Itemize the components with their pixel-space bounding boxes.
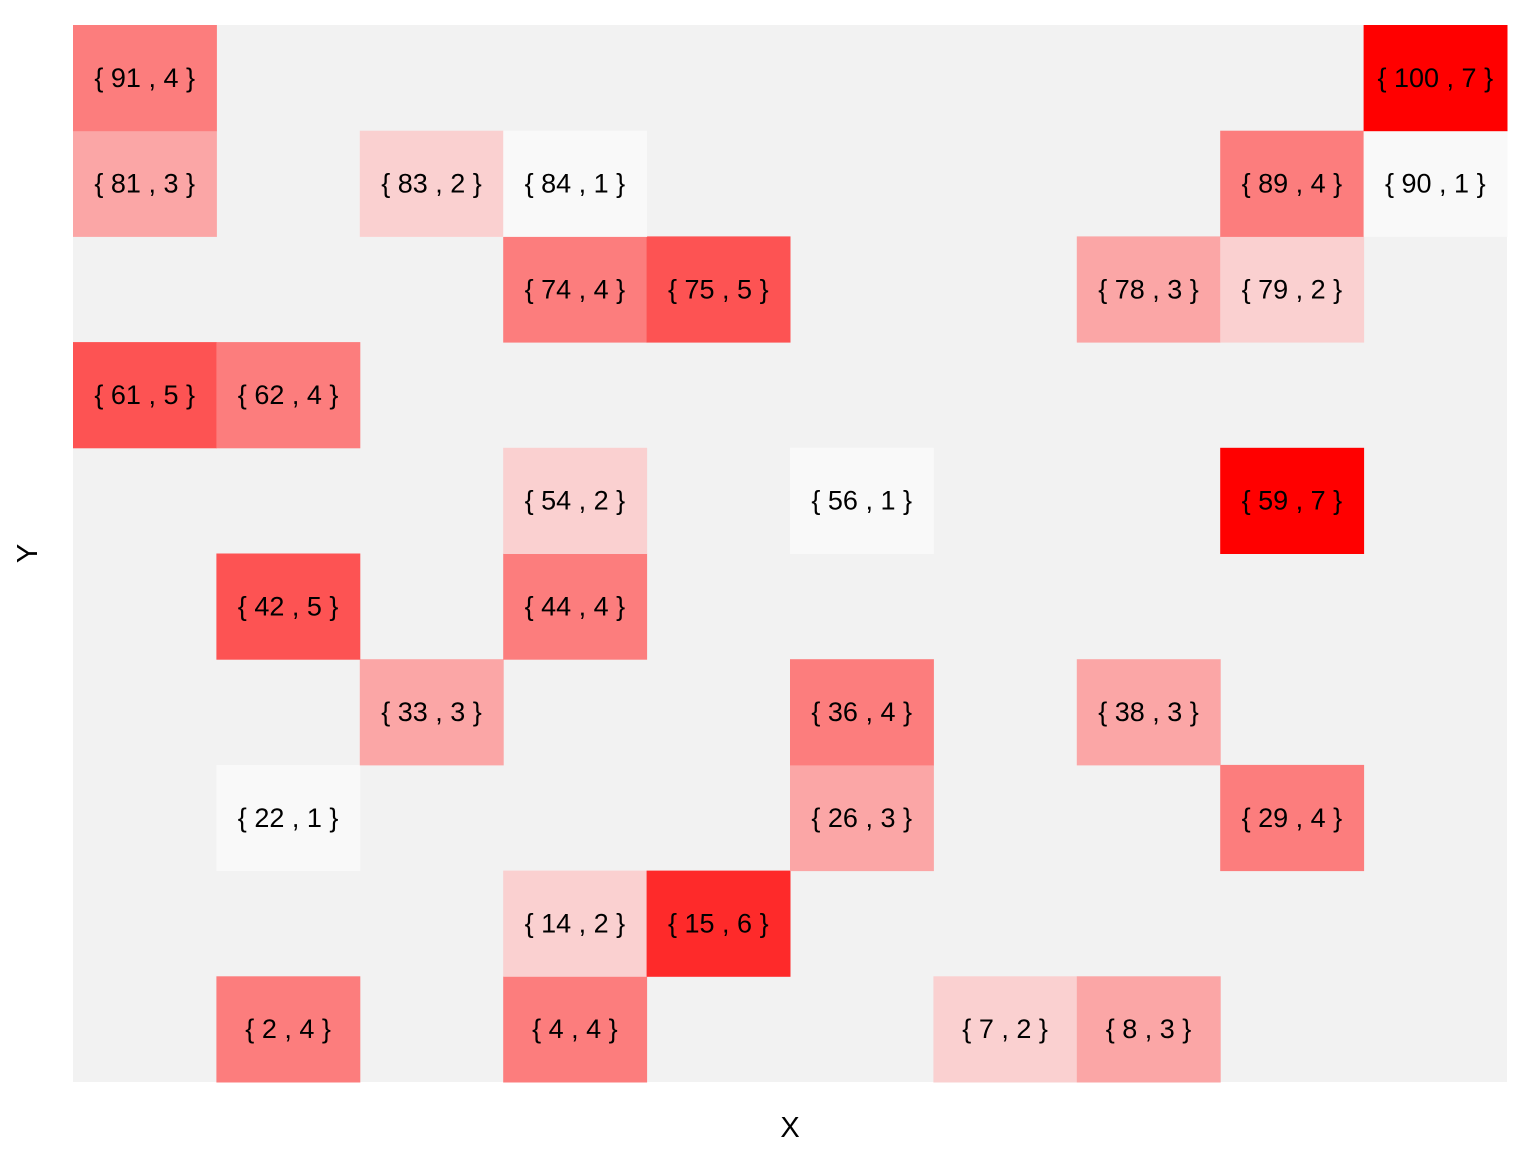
heatmap-cell-2 (216, 976, 361, 1083)
heatmap-cell-91 (73, 25, 217, 132)
heatmap-cell-26 (790, 764, 934, 872)
heatmap-cell-label-59: { 59 , 7 } (1242, 486, 1343, 516)
heatmap-cell-label-33: { 33 , 3 } (381, 697, 482, 727)
heatmap-cell-label-15: { 15 , 6 } (668, 908, 769, 938)
heatmap-cell-label-22: { 22 , 1 } (238, 803, 339, 833)
heatmap-cell-label-81: { 81 , 3 } (94, 169, 195, 199)
heatmap-cell-8 (1076, 976, 1221, 1083)
heatmap-cell-74 (503, 236, 648, 343)
heatmap-cell-label-54: { 54 , 2 } (525, 486, 626, 516)
heatmap-cell-labels: { 2 , 4 } { 4 , 4 } { 7 , 2 } { 8 , 3 } { 14… (94, 63, 1493, 1044)
heatmap-cell-label-78: { 78 , 3 } (1098, 274, 1199, 304)
heatmap-cell-54 (503, 447, 648, 554)
heatmap-cell-label-74: { 74 , 4 } (525, 274, 626, 304)
heatmap-cell-83 (359, 130, 504, 237)
heatmap-cells (73, 25, 1508, 1083)
heatmap-cell-label-44: { 44 , 4 } (525, 591, 626, 621)
heatmap-cell-38 (1076, 659, 1221, 766)
heatmap-cell-label-4: { 4 , 4 } (532, 1014, 618, 1044)
heatmap-cell-15 (646, 870, 791, 977)
y-axis-title: Y (12, 544, 44, 563)
heatmap-cell-label-90: { 90 , 1 } (1385, 169, 1486, 199)
heatmap-cell-36 (790, 659, 934, 766)
heatmap-cell-label-42: { 42 , 5 } (238, 591, 339, 621)
heatmap-cell-89 (1220, 130, 1365, 237)
heatmap-cell-label-83: { 83 , 2 } (381, 169, 482, 199)
heatmap-cell-81 (73, 130, 217, 237)
heatmap-cell-79 (1220, 236, 1365, 343)
heatmap-cell-42 (216, 553, 361, 660)
heatmap-cell-22 (216, 764, 361, 872)
heatmap-cell-label-79: { 79 , 2 } (1242, 274, 1343, 304)
heatmap-cell-62 (216, 342, 361, 449)
heatmap-cell-14 (503, 870, 648, 977)
heatmap-cell-label-29: { 29 , 4 } (1242, 803, 1343, 833)
heatmap-cell-label-91: { 91 , 4 } (94, 63, 195, 93)
heatmap-cell-label-2: { 2 , 4 } (245, 1014, 331, 1044)
heatmap-cell-label-14: { 14 , 2 } (525, 908, 626, 938)
heatmap-cell-7 (933, 976, 1078, 1083)
heatmap-cell-78 (1076, 236, 1221, 343)
heatmap-cell-label-75: { 75 , 5 } (668, 274, 769, 304)
heatmap-cell-90 (1363, 130, 1508, 237)
heatmap-cell-label-36: { 36 , 4 } (811, 697, 912, 727)
heatmap-cell-label-61: { 61 , 5 } (94, 380, 195, 410)
heatmap-cell-label-100: { 100 , 7 } (1377, 63, 1493, 93)
heatmap-cell-label-8: { 8 , 3 } (1106, 1014, 1192, 1044)
heatmap-cell-4 (503, 976, 648, 1083)
heatmap-cell-29 (1220, 764, 1365, 872)
heatmap-cell-label-26: { 26 , 3 } (811, 803, 912, 833)
heatmap-cell-33 (359, 659, 504, 766)
heatmap-cell-label-7: { 7 , 2 } (962, 1014, 1048, 1044)
heatmap-cell-label-56: { 56 , 1 } (811, 486, 912, 516)
heatmap-cell-44 (503, 553, 648, 660)
heatmap-cell-label-84: { 84 , 1 } (525, 169, 626, 199)
heatmap-cell-label-62: { 62 , 4 } (238, 380, 339, 410)
heatmap-cell-59 (1220, 447, 1365, 554)
heatmap-cell-61 (73, 342, 217, 449)
heatmap-cell-75 (646, 236, 791, 343)
heatmap-cell-84 (503, 130, 648, 237)
heatmap-cell-56 (790, 447, 934, 554)
heatmap-cell-100 (1363, 25, 1508, 132)
heatmap-cell-label-89: { 89 , 4 } (1242, 169, 1343, 199)
x-axis-title: X (780, 1112, 799, 1144)
heatmap-cell-label-38: { 38 , 3 } (1098, 697, 1199, 727)
